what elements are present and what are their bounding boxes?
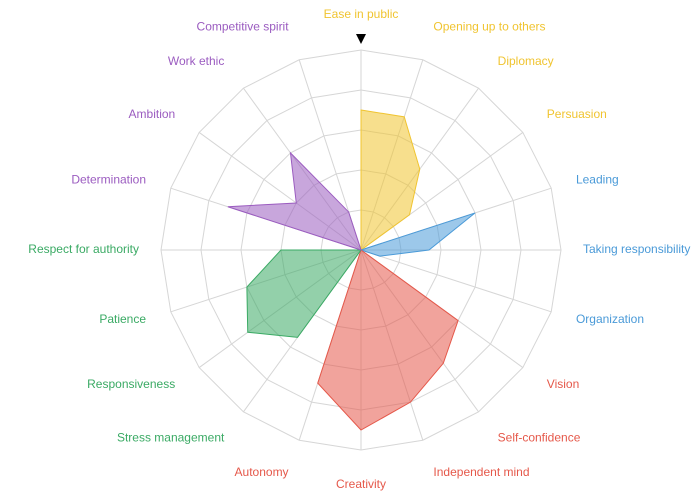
axis-label: Opening up to others — [433, 19, 545, 33]
axis-label: Autonomy — [235, 465, 289, 479]
axis-label: Leading — [576, 172, 619, 186]
radar-area — [227, 151, 362, 251]
spoke — [360, 249, 552, 313]
radar-area — [360, 109, 421, 251]
pointer — [356, 34, 366, 44]
axis-label: Work ethic — [168, 54, 224, 68]
axis-label: Responsiveness — [87, 377, 175, 391]
axis-label: Persuasion — [547, 107, 607, 121]
axis-label: Patience — [99, 312, 146, 326]
radar-area — [317, 249, 459, 431]
axis-label: Diplomacy — [498, 54, 554, 68]
axis-label: Creativity — [336, 477, 386, 491]
axis-label: Determination — [71, 172, 146, 186]
axis-label: Organization — [576, 312, 644, 326]
axis-label: Vision — [547, 377, 579, 391]
axis-label: Independent mind — [433, 465, 529, 479]
radar-area — [246, 249, 362, 338]
axis-label: Ambition — [129, 107, 176, 121]
axis-label: Competitive spirit — [197, 19, 290, 33]
radar-area — [359, 212, 476, 257]
axis-label: Taking responsibility — [583, 242, 690, 256]
axis-label: Stress management — [117, 430, 225, 444]
axis-label: Ease in public — [324, 7, 399, 21]
axis-label: Self-confidence — [498, 430, 581, 444]
axis-label: Respect for authority — [28, 242, 139, 256]
